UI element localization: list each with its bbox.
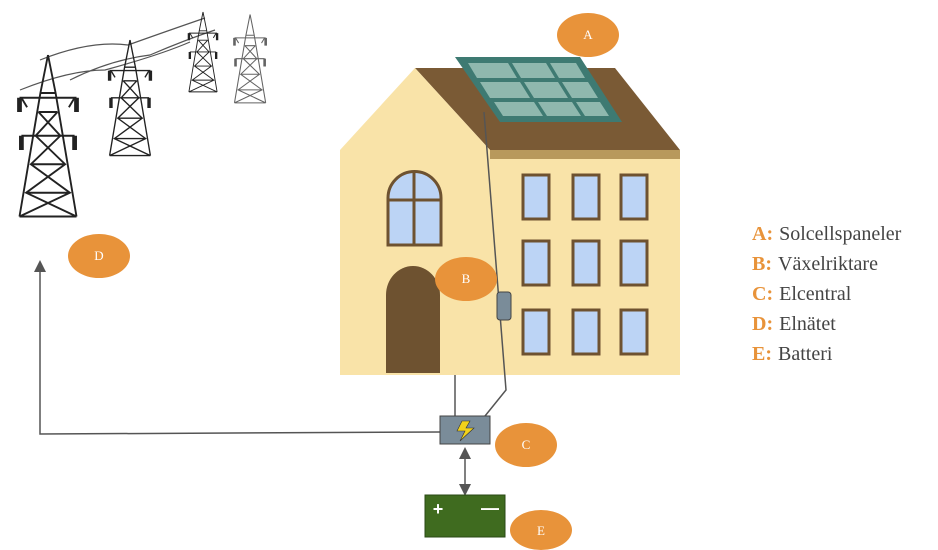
legend-key: D: xyxy=(752,313,773,335)
power-grid xyxy=(19,10,267,217)
legend-text: Växelriktare xyxy=(778,253,878,275)
legend-key: E: xyxy=(752,343,772,365)
legend-entry: A: Solcellspaneler xyxy=(752,223,902,245)
legend-entry: B: Växelriktare xyxy=(752,253,878,275)
legend-entry: E: Batteri xyxy=(752,343,833,365)
battery-minus: — xyxy=(481,498,499,518)
legend-entry: C: Elcentral xyxy=(752,283,852,305)
wiring xyxy=(34,111,507,496)
marker-label: B xyxy=(462,271,471,286)
marker-label: A xyxy=(583,27,593,42)
legend-entry: D: Elnätet xyxy=(752,313,836,335)
house xyxy=(340,57,680,375)
elcentral xyxy=(439,415,491,445)
battery: + — xyxy=(424,494,506,538)
marker-label: D xyxy=(94,248,103,263)
marker-label: C xyxy=(522,437,531,452)
battery-plus: + xyxy=(433,499,444,519)
markers: A B C D E xyxy=(68,13,619,550)
inverter xyxy=(496,291,512,321)
legend-text: Elcentral xyxy=(779,283,852,305)
legend-text: Solcellspaneler xyxy=(779,223,902,245)
legend-key: B: xyxy=(752,253,772,275)
legend-key: C: xyxy=(752,283,773,305)
marker-label: E xyxy=(537,523,545,538)
legend-key: A: xyxy=(752,223,773,245)
legend-text: Batteri xyxy=(778,343,833,365)
legend-text: Elnätet xyxy=(779,313,836,335)
